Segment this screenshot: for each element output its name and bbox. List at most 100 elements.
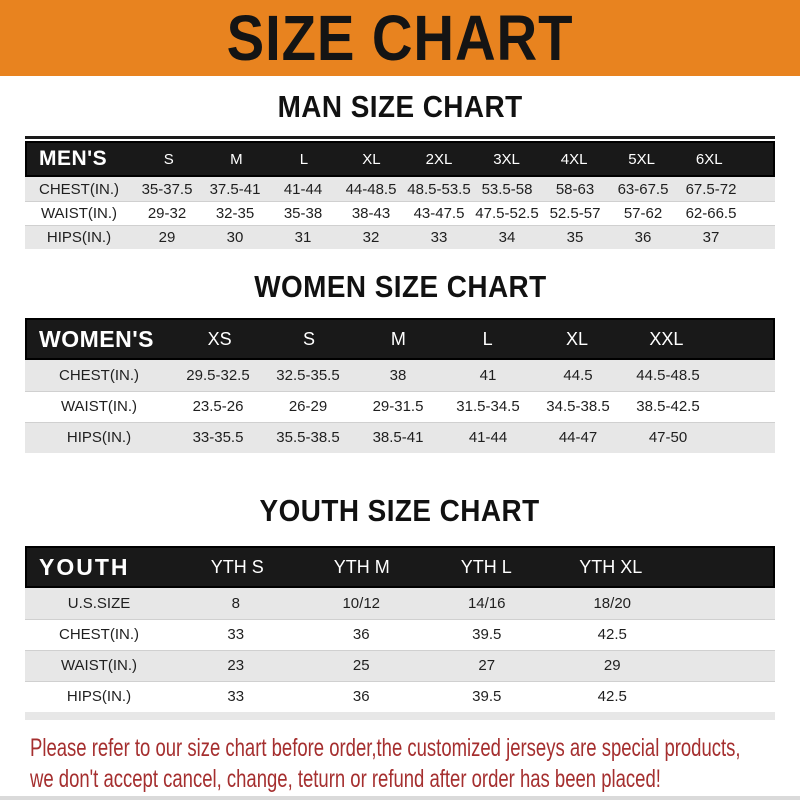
size-value: 53.5-58	[481, 180, 533, 198]
size-value: 31	[294, 228, 312, 246]
size-value: 29	[158, 228, 176, 246]
row-label: HIPS(IN.)	[66, 688, 132, 705]
row-label: WAIST(IN.)	[40, 204, 118, 222]
size-column-header: S	[302, 328, 315, 349]
size-value: 47.5-52.5	[475, 204, 539, 222]
row-label: HIPS(IN.)	[46, 228, 112, 246]
size-value: 44-47	[558, 429, 598, 446]
youth-waist-row: WAIST(IN.) 23 25 27 29	[25, 650, 775, 681]
youth-size-chart-heading: YOUTH SIZE CHART	[0, 493, 800, 529]
size-value: 44-48.5	[345, 180, 397, 198]
row-label: WAIST(IN.)	[60, 657, 138, 674]
size-value: 30	[226, 228, 244, 246]
size-value: 39.5	[472, 688, 502, 705]
size-column-header: XXL	[649, 328, 684, 349]
size-value: 33	[430, 228, 448, 246]
youth-size-chart-heading-text: YOUTH SIZE CHART	[259, 493, 541, 528]
size-value: 38.5-41	[372, 429, 424, 446]
size-value: 35.5-38.5	[276, 429, 340, 446]
size-value: 47-50	[648, 429, 688, 446]
youth-table-header-label: YOUTH	[39, 553, 130, 580]
youth-table-bottom-strip	[25, 712, 775, 720]
size-value: 42.5	[597, 626, 627, 643]
women-waist-row: WAIST(IN.) 23.5-26 26-29 29-31.5 31.5-34…	[25, 391, 775, 422]
size-chart-title: SIZE CHART	[226, 2, 574, 74]
size-value: 57-62	[623, 204, 663, 222]
size-value: 27	[478, 657, 496, 674]
size-value: 29	[603, 657, 621, 674]
size-column-header: 6XL	[695, 150, 723, 168]
youth-chest-row: CHEST(IN.) 33 36 39.5 42.5	[25, 619, 775, 650]
size-chart-banner: SIZE CHART	[0, 0, 800, 76]
size-value: 39.5	[472, 626, 502, 643]
size-column-header: S	[163, 150, 174, 168]
size-column-header: XL	[362, 150, 381, 168]
youth-ussize-row: U.S.SIZE 8 10/12 14/16 18/20	[25, 588, 775, 619]
size-value: 33	[227, 626, 245, 643]
size-value: 41-44	[468, 429, 508, 446]
size-column-header: 2XL	[425, 150, 453, 168]
size-value: 35-37.5	[141, 180, 193, 198]
size-value: 26-29	[288, 398, 328, 415]
women-size-chart-heading: WOMEN SIZE CHART	[0, 269, 800, 305]
size-value: 29-32	[147, 204, 187, 222]
size-value: 44.5-48.5	[636, 367, 700, 384]
row-label: CHEST(IN.)	[39, 180, 119, 198]
size-value: 58-63	[555, 180, 595, 198]
size-value: 41-44	[283, 180, 323, 198]
size-value: 67.5-72	[685, 180, 737, 198]
size-value: 52.5-57	[549, 204, 601, 222]
size-value: 44.5	[563, 367, 593, 384]
row-label: U.S.SIZE	[67, 595, 131, 612]
size-value: 35	[566, 228, 584, 246]
size-value: 43-47.5	[413, 204, 465, 222]
size-column-header: L	[299, 150, 309, 168]
size-value: 34	[498, 228, 516, 246]
disclaimer-line-1: Please refer to our size chart before or…	[30, 734, 741, 762]
size-value: 36	[352, 688, 370, 705]
size-value: 63-67.5	[617, 180, 669, 198]
size-column-header: YTH M	[333, 556, 390, 577]
size-value: 32	[362, 228, 380, 246]
size-column-header: YTH L	[460, 556, 512, 577]
size-value: 33	[227, 688, 245, 705]
size-value: 31.5-34.5	[456, 398, 520, 415]
size-value: 36	[634, 228, 652, 246]
disclaimer: Please refer to our size chart before or…	[0, 733, 800, 795]
size-value: 33-35.5	[192, 429, 244, 446]
women-chest-row: CHEST(IN.) 29.5-32.5 32.5-35.5 38 41 44.…	[25, 360, 775, 391]
row-label: HIPS(IN.)	[66, 429, 132, 446]
women-table-header-label: WOMEN'S	[39, 325, 155, 352]
size-column-header: XL	[565, 328, 588, 349]
size-value: 34.5-38.5	[546, 398, 610, 415]
men-table-header-row: MEN'S S M L XL 2XL 3XL 4XL 5XL 6XL	[25, 141, 775, 177]
size-value: 38.5-42.5	[636, 398, 700, 415]
women-size-table: WOMEN'S XS S M L XL XXL CHEST(IN.) 29.5-…	[25, 318, 775, 453]
size-column-header: YTH S	[210, 556, 264, 577]
size-value: 36	[352, 626, 370, 643]
man-size-chart-heading-text: MAN SIZE CHART	[277, 89, 523, 124]
size-column-header: 4XL	[560, 150, 588, 168]
row-label: CHEST(IN.)	[59, 626, 139, 643]
size-value: 37	[702, 228, 720, 246]
row-label: CHEST(IN.)	[59, 367, 139, 384]
women-hips-row: HIPS(IN.) 33-35.5 35.5-38.5 38.5-41 41-4…	[25, 422, 775, 453]
women-table-header-row: WOMEN'S XS S M L XL XXL	[25, 318, 775, 360]
size-value: 38	[389, 367, 407, 384]
size-column-header: M	[390, 328, 406, 349]
size-value: 8	[231, 595, 240, 612]
man-size-chart-heading: MAN SIZE CHART	[0, 89, 800, 125]
size-column-header: YTH XL	[579, 556, 643, 577]
size-value: 42.5	[597, 688, 627, 705]
size-column-header: 3XL	[493, 150, 520, 168]
size-value: 32-35	[215, 204, 255, 222]
size-value: 29-31.5	[372, 398, 424, 415]
size-value: 23	[227, 657, 245, 674]
size-value: 37.5-41	[209, 180, 261, 198]
disclaimer-line-2: we don't accept cancel, change, teturn o…	[30, 765, 661, 793]
men-table-topline	[25, 136, 775, 139]
size-value: 29.5-32.5	[186, 367, 250, 384]
men-chest-row: CHEST(IN.) 35-37.5 37.5-41 41-44 44-48.5…	[25, 177, 775, 201]
men-hips-row: HIPS(IN.) 29 30 31 32 33 34 35 36 37	[25, 225, 775, 249]
men-table-header-label: MEN'S	[39, 147, 108, 170]
